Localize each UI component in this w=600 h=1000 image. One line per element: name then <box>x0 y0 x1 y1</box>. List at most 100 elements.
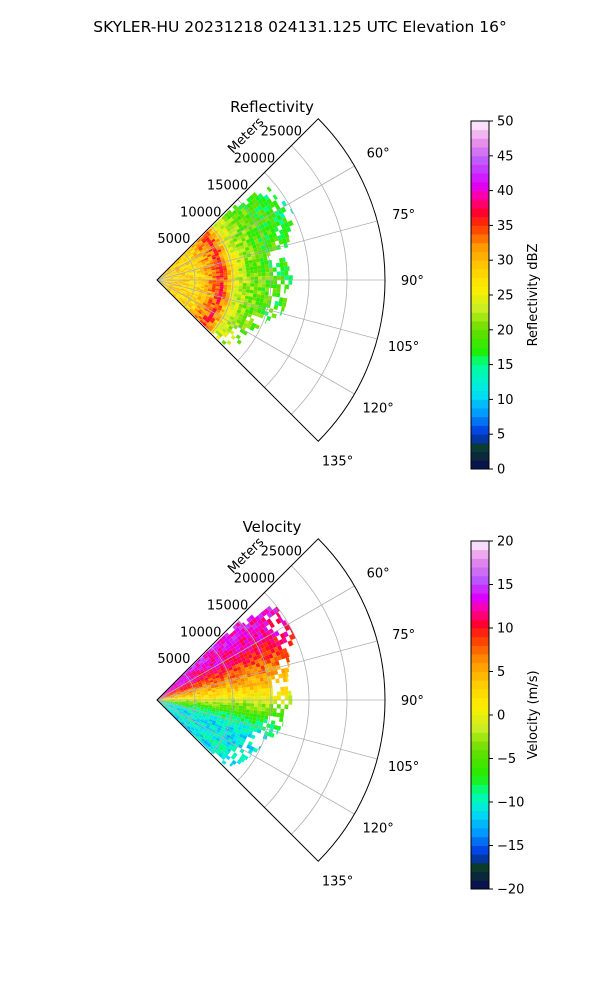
colorbar-segment <box>471 147 489 157</box>
data-cell <box>263 676 268 682</box>
data-cell <box>210 664 215 669</box>
data-cell <box>255 312 261 318</box>
data-cell <box>211 689 216 693</box>
data-cell <box>198 247 203 252</box>
data-cell <box>208 285 213 288</box>
colorbar-segment <box>471 593 489 603</box>
data-cell <box>281 672 287 678</box>
data-cell <box>263 298 268 304</box>
data-cell <box>199 249 204 253</box>
data-cell <box>223 721 228 726</box>
data-cell <box>220 651 225 657</box>
data-cell <box>189 722 194 726</box>
data-cell <box>214 739 219 744</box>
data-cell <box>285 672 289 678</box>
data-cell <box>178 697 182 699</box>
data-cell <box>184 297 188 301</box>
data-cell <box>184 723 188 727</box>
data-cell <box>238 733 244 738</box>
data-cell <box>232 310 237 315</box>
data-cell <box>237 643 243 649</box>
data-cell <box>173 272 178 275</box>
data-cell <box>206 682 211 686</box>
data-cell <box>170 266 174 270</box>
data-cell <box>201 700 205 702</box>
data-cell <box>220 678 225 682</box>
data-cell <box>215 686 220 690</box>
data-cell <box>181 276 186 278</box>
data-cell <box>215 645 220 650</box>
data-cell <box>278 649 285 655</box>
data-cell <box>224 299 229 303</box>
data-cell <box>166 274 170 277</box>
data-cell <box>193 262 198 265</box>
azimuth-tick-label: 105° <box>388 340 419 355</box>
data-cell <box>255 301 260 306</box>
data-cell <box>273 700 278 705</box>
data-cell <box>202 302 207 306</box>
data-cell <box>207 266 212 270</box>
data-cell <box>185 703 190 705</box>
data-cell <box>234 207 241 213</box>
data-cell <box>253 647 259 653</box>
data-cell <box>200 707 205 710</box>
data-cell <box>242 709 247 713</box>
data-cell <box>194 292 199 296</box>
data-cell <box>227 707 232 711</box>
data-cell <box>230 662 236 667</box>
data-cell <box>260 610 267 617</box>
data-cell <box>169 692 174 695</box>
data-cell <box>248 296 253 301</box>
data-cell <box>185 275 190 277</box>
data-cell <box>203 655 209 660</box>
data-cell <box>240 245 245 250</box>
data-cell <box>216 697 221 700</box>
data-cell <box>178 298 182 302</box>
data-cell <box>205 324 210 330</box>
data-cell <box>249 200 255 207</box>
data-cell <box>179 259 184 263</box>
data-cell <box>278 219 285 225</box>
data-cell <box>177 294 181 297</box>
data-cell <box>265 272 270 277</box>
data-cell <box>165 272 169 275</box>
data-cell <box>174 277 179 279</box>
data-cell <box>221 726 227 731</box>
data-cell <box>179 688 184 691</box>
data-cell <box>188 268 193 271</box>
data-cell <box>195 676 200 680</box>
data-cell <box>183 710 188 714</box>
data-cell <box>203 288 208 291</box>
data-cell <box>223 702 228 705</box>
data-cell <box>163 280 167 281</box>
data-cell <box>218 662 223 667</box>
colorbar-segment <box>471 810 489 820</box>
data-cell <box>217 227 222 232</box>
data-cell <box>245 669 251 675</box>
data-cell <box>167 288 171 292</box>
data-cell <box>192 251 197 256</box>
data-cell <box>231 647 237 653</box>
data-cell <box>182 292 187 296</box>
data-cell <box>271 642 278 649</box>
data-cell <box>244 319 250 325</box>
data-cell <box>223 700 228 703</box>
data-cell <box>245 709 250 713</box>
data-cell <box>228 637 234 643</box>
data-cell <box>185 295 190 299</box>
data-cell <box>253 269 258 274</box>
data-cell <box>241 727 246 732</box>
data-cell <box>201 696 205 699</box>
data-cell <box>251 623 258 630</box>
data-cell <box>231 747 237 753</box>
colorbar-tick-label: 10 <box>497 622 514 637</box>
data-cell <box>232 657 238 663</box>
data-cell <box>170 702 175 704</box>
data-cell <box>256 681 261 686</box>
data-cell <box>212 300 217 304</box>
data-cell <box>240 665 245 670</box>
data-cell <box>241 712 246 716</box>
data-cell <box>223 697 228 700</box>
data-cell <box>257 269 262 273</box>
data-cell <box>204 285 209 288</box>
